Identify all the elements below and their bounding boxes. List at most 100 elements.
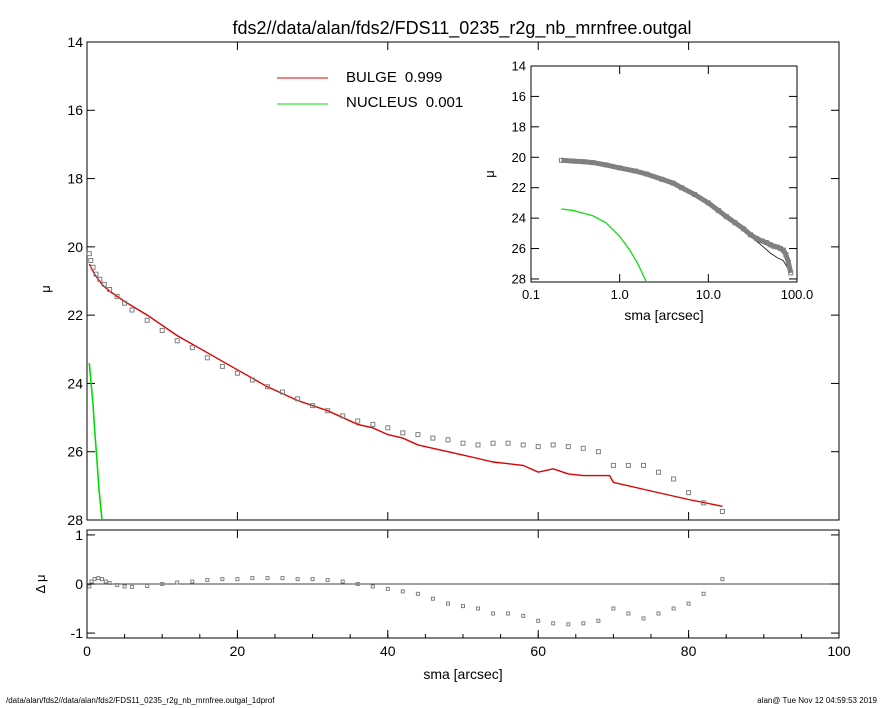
y-tick-label: 22 [512, 180, 526, 195]
inset-panel: 14 16 18 20 22 24 26 28 0.1 1.0 10.0 100.0 μ sma [… [482, 59, 813, 323]
main-data-point [107, 287, 113, 292]
main-data-point [415, 432, 421, 438]
legend-label-nucleus: NUCLEUS 0.001 [346, 94, 463, 111]
inset-data-point [723, 214, 729, 220]
main-data-point [445, 437, 451, 443]
main-data-point [475, 442, 481, 448]
residual-data-point [641, 616, 646, 621]
residual-data-point [175, 580, 180, 585]
inset-data-point [679, 185, 685, 191]
y-tick-label: 1 [75, 527, 83, 543]
legend-nucleus-name: NUCLEUS [346, 94, 418, 111]
main-data-point [97, 276, 103, 282]
y-tick-label: 14 [512, 59, 526, 74]
main-data-point [88, 258, 94, 263]
inset-nucleus-line [561, 208, 647, 283]
inset-y-label: μ [482, 170, 497, 178]
residual-data-point [400, 589, 405, 594]
main-data-point [505, 440, 511, 446]
main-data-point [385, 425, 391, 431]
main-bulge-series [88, 263, 723, 507]
main-data-point [671, 476, 677, 482]
residual-data-point [87, 584, 92, 589]
y-tick-label: 20 [67, 239, 83, 255]
main-data-point [550, 442, 556, 448]
residual-data-point [446, 601, 450, 606]
residual-data-point [521, 613, 526, 618]
inset-data-point [617, 165, 623, 171]
inset-data-point [570, 158, 576, 164]
inset-y-axis: 14 16 18 20 22 24 26 28 [512, 59, 797, 287]
residual-data-point [430, 596, 435, 601]
residual-data-point [340, 579, 345, 584]
residual-data-point [656, 611, 661, 616]
main-data-point [93, 271, 99, 277]
residual-data-point [566, 622, 571, 627]
y-tick-label: 18 [512, 119, 526, 134]
main-data-point [90, 264, 96, 270]
main-nucleus-line [88, 362, 103, 521]
main-data-point [144, 317, 150, 323]
residual-data-point [325, 578, 330, 583]
main-data-point [565, 444, 571, 450]
main-data-point [430, 435, 436, 441]
main-data-point [610, 462, 616, 468]
residual-data-point [551, 621, 556, 626]
y-tick-label: 26 [67, 444, 83, 460]
legend-bulge-value: 0.999 [405, 69, 443, 86]
main-y-label: μ [38, 285, 53, 293]
inset-data-point [788, 270, 794, 276]
inset-data-point [754, 236, 760, 242]
residual-data-point [671, 606, 676, 611]
inset-data-point [732, 220, 738, 226]
x-tick-label: 1.0 [611, 287, 629, 302]
residual-data-point [461, 604, 465, 609]
x-tick-label: 100.0 [781, 287, 814, 302]
residual-data-point [355, 582, 360, 586]
main-data-point [325, 408, 331, 414]
residual-data-point [160, 582, 165, 586]
main-data-point [101, 281, 107, 287]
main-data-point [122, 300, 128, 306]
legend-label-bulge: BULGE 0.999 [346, 69, 442, 86]
main-data-point [340, 413, 346, 419]
main-data-point [490, 440, 496, 446]
main-data-point [129, 307, 135, 313]
inset-x-axis: 0.1 1.0 10.0 100.0 [522, 66, 813, 302]
residual-data-point [89, 579, 94, 584]
residual-data-point [626, 611, 631, 616]
residual-data-point [96, 576, 101, 581]
main-data-point [189, 345, 195, 351]
main-data-point [370, 421, 376, 427]
y-tick-label: 24 [67, 375, 83, 391]
residual-data-point [220, 577, 225, 582]
main-panel: 14 16 18 20 22 24 26 28 μ [38, 34, 840, 528]
main-data-point [535, 444, 541, 450]
inset-data-point [581, 159, 587, 165]
chart-title: fds2//data/alan/fds2/FDS11_0235_r2g_nb_m… [233, 18, 692, 39]
main-data-point [625, 462, 631, 468]
y-tick-label: 24 [512, 211, 526, 226]
y-tick-label: 20 [512, 150, 526, 165]
y-tick-label: 18 [67, 170, 83, 186]
inset-data-point [705, 200, 711, 206]
residual-data-point [415, 591, 420, 596]
y-tick-label: 14 [67, 34, 83, 50]
residual-data-point [250, 576, 255, 581]
residual-data-point [310, 577, 315, 582]
main-plot-frame [86, 41, 840, 521]
inset-data-point [659, 176, 665, 182]
residual-data-points [87, 576, 725, 627]
y-tick-label: 16 [512, 89, 526, 104]
main-data-point [656, 469, 661, 475]
main-nucleus-series [88, 362, 103, 521]
residual-data-point [506, 611, 511, 616]
main-data-point [310, 403, 316, 409]
x-tick-label: 10.0 [696, 287, 721, 302]
inset-data-point [558, 157, 564, 163]
main-data-point [174, 338, 180, 344]
inset-x-label: sma [arcsec] [624, 307, 703, 323]
main-data-point [86, 251, 92, 257]
residual-data-point [370, 584, 375, 589]
inset-data-point [643, 171, 649, 177]
